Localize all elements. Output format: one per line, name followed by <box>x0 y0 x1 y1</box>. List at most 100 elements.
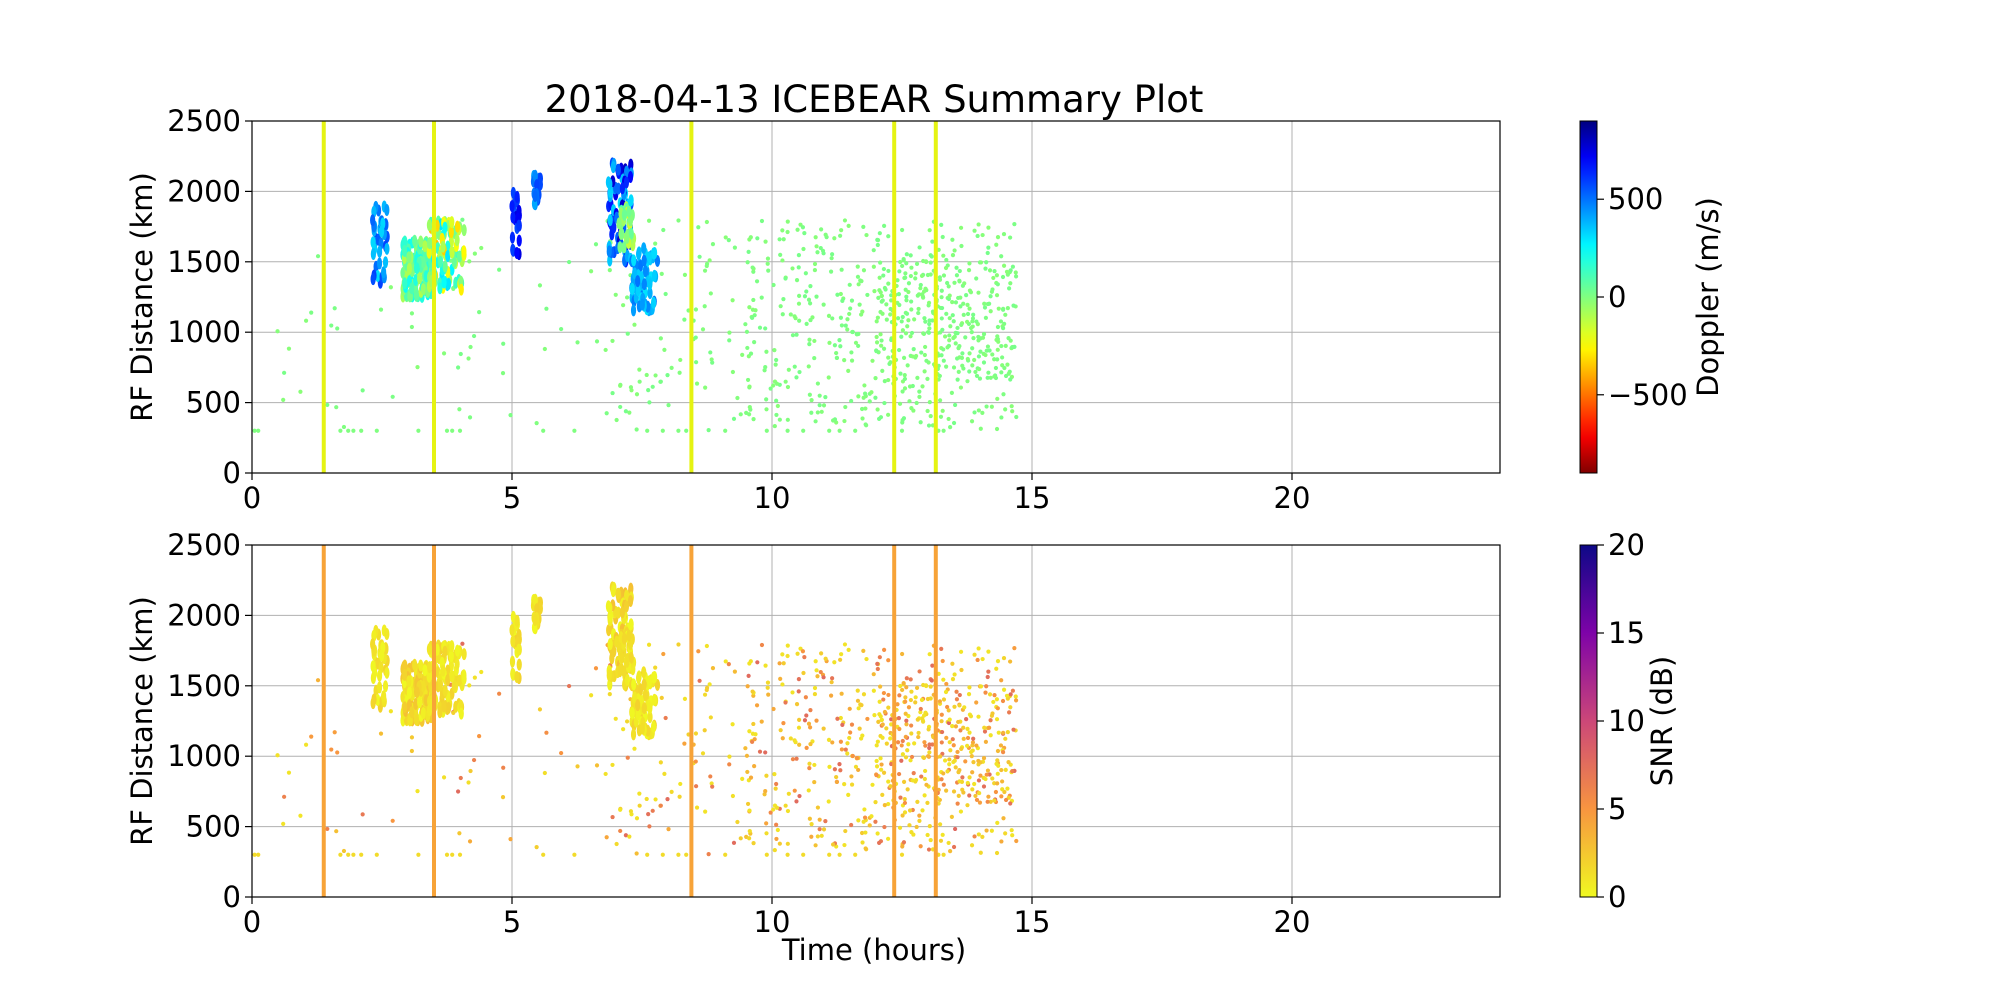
bottom-data-point <box>896 716 902 721</box>
bottom-cluster-point <box>412 658 418 671</box>
bottom-data-point <box>926 727 931 732</box>
top-data-point <box>637 379 642 384</box>
top-data-point <box>882 400 887 406</box>
bottom-data-point <box>999 767 1004 773</box>
top-data-point <box>950 299 955 305</box>
bottom-data-point <box>867 823 872 828</box>
top-cluster-point <box>621 208 628 221</box>
top-data-point <box>1001 306 1006 311</box>
bottom-data-point <box>984 684 989 689</box>
top-data-point <box>751 417 756 422</box>
bottom-data-point <box>939 712 944 717</box>
bottom-data-point <box>965 743 970 748</box>
bottom-data-point <box>880 792 885 797</box>
top-data-point <box>817 393 822 398</box>
top-cluster-point <box>370 236 376 249</box>
top-data-point <box>794 375 799 380</box>
top-data-point <box>909 307 914 312</box>
bottom-data-point <box>843 828 848 834</box>
top-data-point <box>947 338 952 343</box>
top-cluster-point <box>647 278 653 291</box>
bottom-data-point <box>624 719 630 724</box>
top-data-point <box>909 299 914 304</box>
bottom-data-point <box>877 699 882 704</box>
top-data-point <box>607 268 612 273</box>
bottom-data-point <box>415 789 420 794</box>
top-cluster-point <box>449 246 455 259</box>
bottom-data-point <box>766 692 771 697</box>
bottom-data-point <box>594 763 600 768</box>
top-data-point <box>325 402 330 408</box>
bottom-data-point <box>880 722 885 727</box>
top-data-point <box>897 302 902 308</box>
top-data-point <box>723 235 728 240</box>
top-data-point <box>903 271 908 276</box>
bottom-cluster-point <box>458 707 464 720</box>
top-data-point <box>957 355 962 360</box>
top-data-point <box>764 397 769 402</box>
bottom-data-point <box>898 683 903 689</box>
bottom-data-point <box>968 714 974 719</box>
top-data-point <box>855 264 860 269</box>
bottom-cluster-point <box>509 624 515 637</box>
top-cluster-point <box>628 227 634 240</box>
top-data-point <box>467 259 472 264</box>
bottom-data-point <box>618 807 623 812</box>
bottom-data-point <box>709 781 714 786</box>
bottom-data-point <box>949 814 954 819</box>
top-data-point <box>613 292 618 297</box>
top-data-point <box>702 268 708 273</box>
bottom-data-point <box>845 741 850 746</box>
top-data-point <box>797 369 802 375</box>
top-data-point <box>843 323 848 328</box>
bottom-data-point <box>793 739 798 745</box>
bottom-data-point <box>774 805 780 810</box>
bottom-data-point <box>912 741 917 746</box>
bottom-cluster-point <box>623 600 630 613</box>
top-data-point <box>752 340 757 345</box>
bottom-data-point <box>281 821 286 826</box>
bottom-data-point <box>970 770 975 775</box>
top-data-point <box>471 333 477 339</box>
bottom-data-point <box>909 731 914 736</box>
top-data-point <box>905 324 910 329</box>
bottom-cluster-point <box>607 602 613 615</box>
top-data-point <box>881 273 886 278</box>
bottom-data-point <box>900 813 905 818</box>
bottom-data-point <box>923 683 929 688</box>
bottom-data-point <box>884 726 889 731</box>
bottom-data-point <box>806 721 812 726</box>
bottom-data-point <box>747 661 752 666</box>
top-data-point <box>952 280 957 285</box>
top-cluster-point <box>378 225 385 238</box>
bottom-data-point <box>819 833 824 838</box>
top-data-point <box>707 258 712 263</box>
top-data-point <box>743 322 748 327</box>
top-data-point <box>927 318 932 323</box>
top-data-point <box>785 417 790 422</box>
top-cluster-point <box>454 234 460 247</box>
bottom-cluster-point <box>414 686 420 699</box>
top-data-point <box>676 218 681 223</box>
top-data-point <box>501 341 506 346</box>
bottom-data-point <box>815 834 820 839</box>
bottom-data-point <box>764 773 769 778</box>
bottom-data-point <box>909 830 914 835</box>
top-data-point <box>309 310 314 315</box>
bottom-data-point <box>939 646 944 651</box>
bottom-data-point <box>901 681 906 686</box>
top-data-point <box>847 282 852 287</box>
bottom-data-point <box>614 841 619 847</box>
top-data-point <box>828 269 834 274</box>
top-data-point <box>946 284 951 289</box>
top-data-point <box>807 342 812 347</box>
bottom-data-point <box>1008 705 1013 710</box>
bottom-cluster-point <box>426 643 433 656</box>
top-cluster-point <box>627 170 634 183</box>
top-cluster-point <box>624 231 630 244</box>
bottom-data-point <box>872 713 877 718</box>
bottom-data-point <box>846 647 851 652</box>
bottom-data-point <box>904 676 909 681</box>
bottom-data-point <box>678 781 683 787</box>
